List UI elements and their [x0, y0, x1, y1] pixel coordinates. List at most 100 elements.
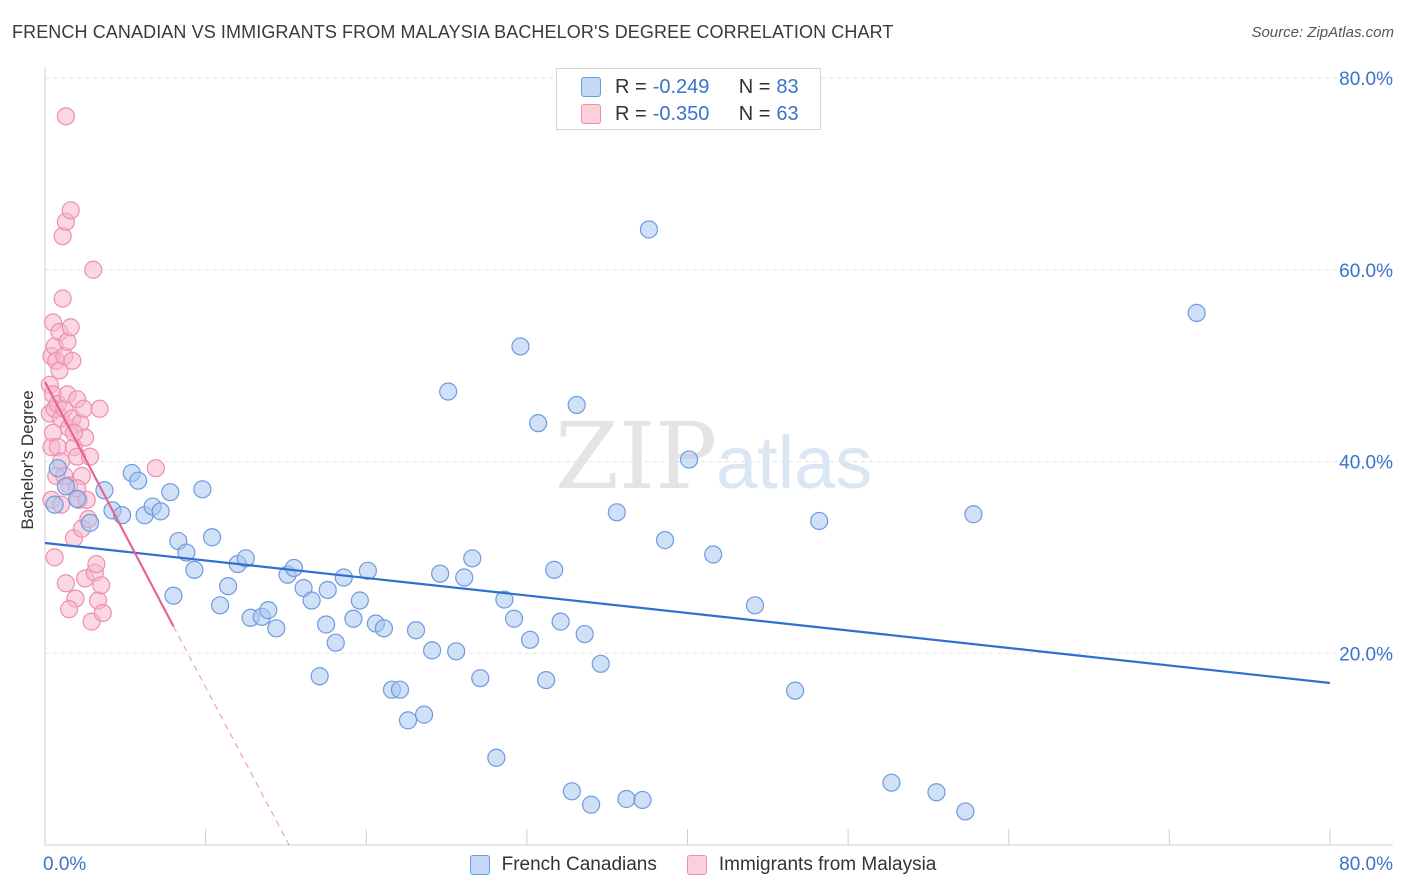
data-point-french-canadians: [520, 630, 540, 649]
data-point-french-canadians: [202, 528, 222, 547]
legend-row-malaysia: R = -0.350 N = 63: [581, 102, 799, 126]
data-point-malaysia: [92, 576, 111, 595]
data-point-malaysia: [90, 399, 109, 418]
r-value: -0.350: [652, 102, 710, 125]
y-tick-label: 60.0%: [1339, 261, 1393, 282]
data-point-french-canadians: [455, 568, 474, 587]
data-point-french-canadians: [45, 495, 64, 514]
series-french-canadians-points: [45, 220, 1206, 821]
legend-row-french-canadians: R = -0.249 N = 83: [581, 75, 799, 99]
axes: [44, 67, 1393, 846]
data-point-french-canadians: [334, 568, 353, 587]
data-point-french-canadians: [607, 503, 626, 522]
data-point-french-canadians: [398, 711, 418, 730]
data-point-french-canadians: [545, 560, 564, 579]
trend-line-french-canadians: [44, 541, 1331, 685]
data-point-french-canadians: [129, 471, 148, 490]
data-point-french-canadians: [431, 564, 450, 583]
data-point-french-canadians: [267, 619, 286, 638]
source-label: Source: ZipAtlas.com: [1251, 24, 1394, 41]
correlation-legend: R = -0.249 N = 83 R = -0.350 N = 63: [556, 68, 821, 130]
legend-swatch-blue: [581, 77, 601, 97]
data-point-french-canadians: [161, 483, 180, 502]
trend-line-malaysia-extension: [173, 626, 290, 846]
r-label: R =: [615, 102, 647, 125]
n-value: 63: [776, 102, 799, 125]
data-point-french-canadians: [956, 802, 975, 821]
legend-item-french-canadians[interactable]: French Canadians: [469, 854, 657, 876]
data-point-french-canadians: [504, 609, 524, 628]
data-point-french-canadians: [633, 790, 652, 810]
data-point-malaysia: [93, 603, 112, 623]
data-point-french-canadians: [302, 591, 321, 610]
data-point-french-canadians: [487, 748, 506, 767]
legend-swatch-pink: [581, 104, 601, 124]
data-point-french-canadians: [350, 591, 369, 610]
data-point-french-canadians: [463, 549, 482, 568]
data-point-french-canadians: [655, 531, 675, 550]
data-point-malaysia: [63, 351, 82, 370]
n-label: N =: [738, 75, 771, 98]
data-point-malaysia: [87, 554, 106, 574]
data-point-french-canadians: [511, 337, 530, 356]
data-point-malaysia: [53, 289, 72, 308]
data-point-malaysia: [56, 107, 75, 126]
data-point-french-canadians: [927, 783, 946, 802]
data-point-malaysia: [45, 548, 64, 567]
data-point-french-canadians: [562, 782, 581, 801]
data-point-french-canadians: [882, 773, 901, 792]
data-point-malaysia: [61, 201, 80, 220]
data-point-malaysia: [59, 600, 79, 619]
data-point-french-canadians: [567, 395, 586, 415]
data-point-french-canadians: [219, 577, 238, 596]
data-point-malaysia: [84, 260, 103, 279]
data-point-french-canadians: [68, 489, 87, 508]
data-point-french-canadians: [316, 615, 336, 634]
y-axis-label: Bachelor's Degree: [18, 390, 37, 530]
data-point-french-canadians: [236, 549, 255, 568]
legend-swatch-pink: [686, 855, 707, 875]
r-value: -0.249: [652, 75, 710, 98]
data-point-french-canadians: [1187, 303, 1206, 322]
data-point-french-canadians: [680, 450, 699, 469]
data-point-french-canadians: [374, 619, 394, 638]
x-tick-label: 80.0%: [1339, 854, 1393, 875]
data-point-malaysia: [56, 574, 75, 593]
data-point-french-canadians: [964, 505, 983, 524]
data-point-french-canadians: [358, 561, 377, 580]
trend-lines: [44, 381, 1331, 846]
data-point-french-canadians: [810, 511, 829, 531]
y-tick-label: 20.0%: [1339, 644, 1393, 665]
data-point-french-canadians: [151, 502, 170, 521]
data-point-french-canadians: [406, 621, 426, 640]
legend-label: French Canadians: [501, 854, 657, 875]
data-point-french-canadians: [414, 705, 434, 724]
data-point-french-canadians: [551, 612, 570, 631]
data-point-french-canadians: [326, 633, 345, 652]
data-point-malaysia: [146, 459, 165, 478]
data-point-french-canadians: [210, 596, 230, 615]
data-point-french-canadians: [310, 667, 329, 686]
data-point-malaysia: [61, 318, 80, 337]
n-value: 83: [776, 75, 799, 98]
data-point-french-canadians: [591, 654, 610, 673]
data-point-french-canadians: [575, 624, 594, 644]
tick-labels: 20.0% 40.0% 60.0% 80.0% 0.0% 80.0%: [43, 69, 1393, 875]
data-point-french-canadians: [259, 601, 278, 620]
legend-item-malaysia[interactable]: Immigrants from Malaysia: [686, 854, 936, 876]
y-tick-label: 40.0%: [1339, 453, 1393, 474]
series-legend: French Canadians Immigrants from Malaysi…: [0, 852, 1406, 878]
data-point-malaysia: [74, 399, 93, 418]
data-point-french-canadians: [582, 795, 601, 814]
data-point-french-canadians: [529, 414, 548, 433]
data-point-french-canadians: [390, 680, 410, 699]
data-point-french-canadians: [164, 586, 183, 605]
chart-title: FRENCH CANADIAN VS IMMIGRANTS FROM MALAY…: [12, 22, 894, 42]
n-label: N =: [738, 102, 771, 125]
data-point-french-canadians: [318, 580, 337, 600]
data-point-french-canadians: [537, 670, 556, 690]
legend-swatch-blue: [469, 855, 490, 875]
data-point-french-canadians: [471, 669, 490, 688]
series-malaysia-points: [40, 107, 165, 631]
